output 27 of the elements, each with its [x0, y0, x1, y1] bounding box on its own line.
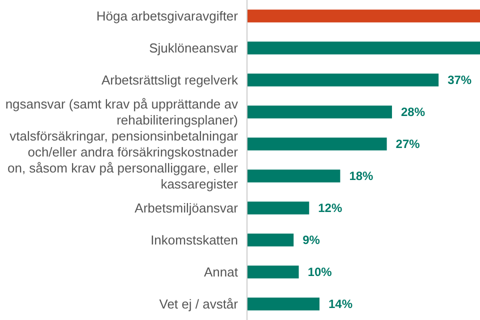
data-label: 9% [302, 233, 320, 248]
y-tick-label: ngsansvar (samt krav på upprättande av rehabiliteringsplaner) [5, 96, 238, 128]
y-tick-label: Arbetsmiljöansvar [134, 200, 239, 216]
y-tick-label: on, såsom krav på personalliggare, eller kassaregister [7, 160, 239, 192]
bar [247, 74, 439, 86]
data-label: 28% [400, 105, 426, 120]
bar [247, 202, 310, 214]
bar [247, 42, 480, 54]
y-tick-label: Arbetsrättsligt regelverk [101, 72, 238, 88]
data-label: 10% [308, 265, 332, 280]
bar [247, 298, 320, 310]
y-tick-label: Inkomstskatten [150, 232, 238, 248]
bar [247, 266, 299, 278]
data-label: 14% [328, 297, 353, 312]
y-tick-label: Annat [204, 264, 238, 280]
data-label: 18% [349, 169, 374, 184]
y-tick-label: Vet ej / avstår [159, 296, 239, 312]
y-tick-label: Sjuklöneansvar [149, 40, 239, 56]
y-tick-label: Höga arbetsgivaravgifter [96, 8, 239, 24]
bar [247, 170, 340, 182]
bar [247, 138, 387, 150]
bar [247, 10, 480, 22]
data-label: 27% [396, 137, 420, 152]
bar [247, 106, 392, 118]
data-label: 37% [448, 73, 472, 88]
bar [247, 234, 294, 246]
data-label: 12% [318, 201, 342, 216]
